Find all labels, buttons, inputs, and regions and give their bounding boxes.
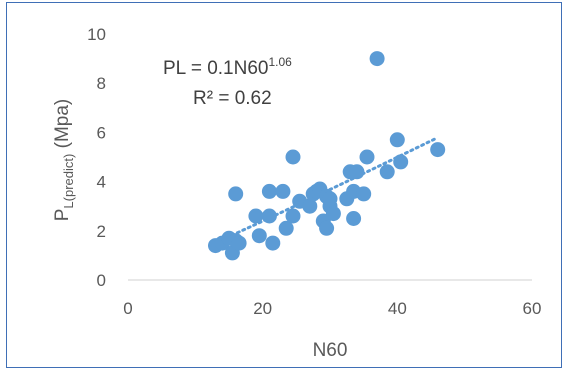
x-tick-label: 40 bbox=[388, 299, 407, 318]
data-point bbox=[248, 208, 264, 224]
equation-annotation: PL = 0.1N601.06 bbox=[163, 55, 292, 79]
y-tick-label: 8 bbox=[97, 74, 106, 93]
data-point bbox=[285, 208, 301, 224]
data-point bbox=[430, 142, 446, 158]
data-point bbox=[231, 235, 247, 251]
data-point bbox=[359, 149, 375, 165]
y-axis-title: PL(predict) (Mpa) bbox=[52, 99, 76, 222]
data-point bbox=[261, 208, 277, 224]
data-point bbox=[349, 164, 365, 180]
x-tick-label: 20 bbox=[253, 299, 272, 318]
y-tick-label: 10 bbox=[87, 25, 106, 44]
data-point bbox=[322, 191, 338, 207]
data-point bbox=[302, 198, 318, 214]
data-points bbox=[208, 51, 446, 261]
data-point bbox=[369, 51, 385, 67]
data-point bbox=[228, 186, 244, 202]
x-tick-label: 60 bbox=[523, 299, 542, 318]
x-tick-label: 0 bbox=[123, 299, 132, 318]
data-point bbox=[251, 228, 267, 244]
data-point bbox=[389, 132, 405, 148]
y-tick-label: 2 bbox=[97, 222, 106, 241]
data-point bbox=[319, 220, 335, 236]
data-point bbox=[393, 154, 409, 170]
data-point bbox=[379, 164, 395, 180]
data-point bbox=[325, 206, 341, 222]
data-point bbox=[356, 186, 372, 202]
x-tick-labels: 0 20 40 60 bbox=[123, 299, 541, 318]
r-squared-annotation: R² = 0.62 bbox=[193, 88, 272, 109]
data-point bbox=[261, 183, 277, 199]
y-tick-labels: 0 2 4 6 8 10 bbox=[87, 25, 106, 290]
data-point bbox=[278, 220, 294, 236]
y-tick-label: 0 bbox=[97, 271, 106, 290]
y-tick-label: 6 bbox=[97, 123, 106, 142]
x-axis-title: N60 bbox=[313, 340, 348, 361]
data-point bbox=[285, 149, 301, 165]
data-point bbox=[265, 235, 281, 251]
y-tick-label: 4 bbox=[97, 173, 106, 192]
data-point bbox=[275, 183, 291, 199]
data-point bbox=[346, 211, 362, 226]
